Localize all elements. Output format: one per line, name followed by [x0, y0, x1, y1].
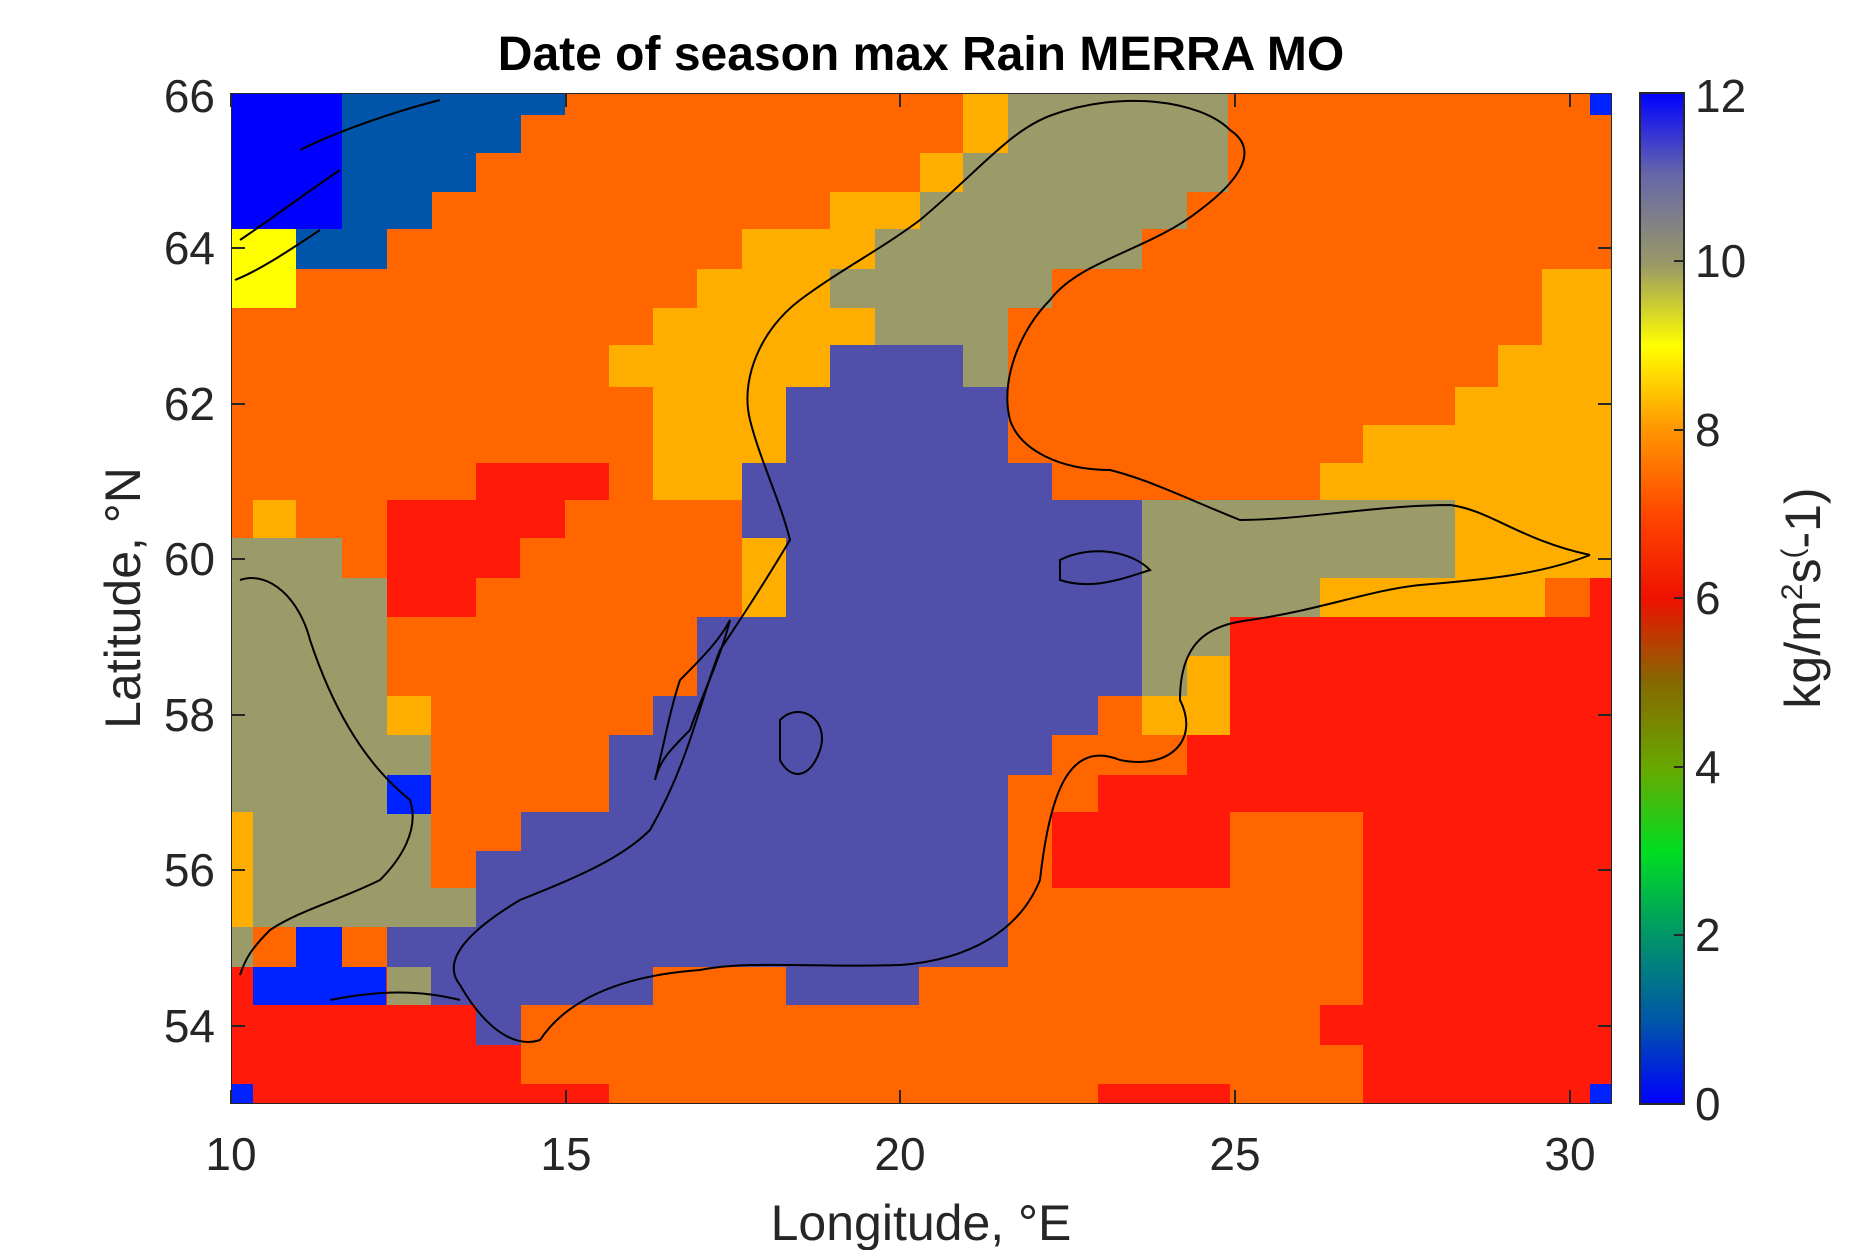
x-tick-label: 15	[540, 1128, 591, 1180]
y-axis	[231, 247, 1612, 1027]
colorbar-tick-label: 12	[1695, 70, 1746, 122]
y-tick-label: 54	[164, 1000, 215, 1052]
denmark-orange-cell	[387, 696, 431, 735]
y-tick-label: 56	[164, 844, 215, 896]
colorbar-tick-label: 2	[1695, 909, 1721, 961]
colorbar-label: kg/m2s(-1)	[1775, 487, 1831, 708]
colorbar-tick-label: 4	[1695, 741, 1721, 793]
south-khaki-cell	[387, 967, 431, 1005]
corner-blue-cell-tr	[1590, 93, 1612, 115]
colorbar-tick-label: 6	[1695, 572, 1721, 624]
plot-area	[231, 93, 1612, 1104]
y-tick-label: 64	[164, 222, 215, 274]
north-khaki-land	[830, 93, 1228, 387]
coastline	[234, 99, 1591, 1043]
norway-yellow-cells	[231, 229, 296, 308]
colorbar-ticks	[1674, 92, 1684, 1105]
y-tick-label: 60	[164, 533, 215, 585]
sweden-orange-dot	[253, 500, 296, 539]
colorbar-tick-label: 8	[1695, 404, 1721, 456]
south-blue-cells-1	[253, 967, 386, 1005]
colorbar-tick-label: 10	[1695, 235, 1746, 287]
gulf-of-finland-khaki-strip	[1142, 500, 1455, 696]
denmark-khaki-land	[231, 538, 476, 967]
baltic-sea-cells	[387, 345, 1187, 1045]
east-orange-cell	[1545, 578, 1590, 617]
x-tick-label: 25	[1209, 1128, 1260, 1180]
bottom-red-cells	[1098, 1084, 1230, 1104]
sweden-red-patch	[387, 463, 609, 617]
x-axis	[230, 93, 1571, 1104]
x-tick-label: 30	[1544, 1128, 1595, 1180]
x-tick-label: 10	[205, 1128, 256, 1180]
x-tick-label: 20	[874, 1128, 925, 1180]
x-axis-label: Longitude, °E	[771, 1195, 1072, 1250]
chart-title: Date of season max Rain MERRA MO	[498, 28, 1344, 81]
y-axis-label: Latitude, °N	[95, 467, 151, 729]
corner-blue-cell-bl	[231, 1084, 253, 1104]
denmark-blue-cell	[387, 775, 431, 814]
baltic-states-orange-patch	[1008, 812, 1363, 1104]
colorbar-tick-label: 0	[1695, 1078, 1721, 1130]
corner-blue-cell-br	[1590, 1084, 1612, 1104]
y-tick-label: 66	[164, 70, 215, 122]
south-blue-cells-2	[296, 927, 342, 967]
y-tick-label: 62	[164, 378, 215, 430]
y-tick-label: 58	[164, 689, 215, 741]
